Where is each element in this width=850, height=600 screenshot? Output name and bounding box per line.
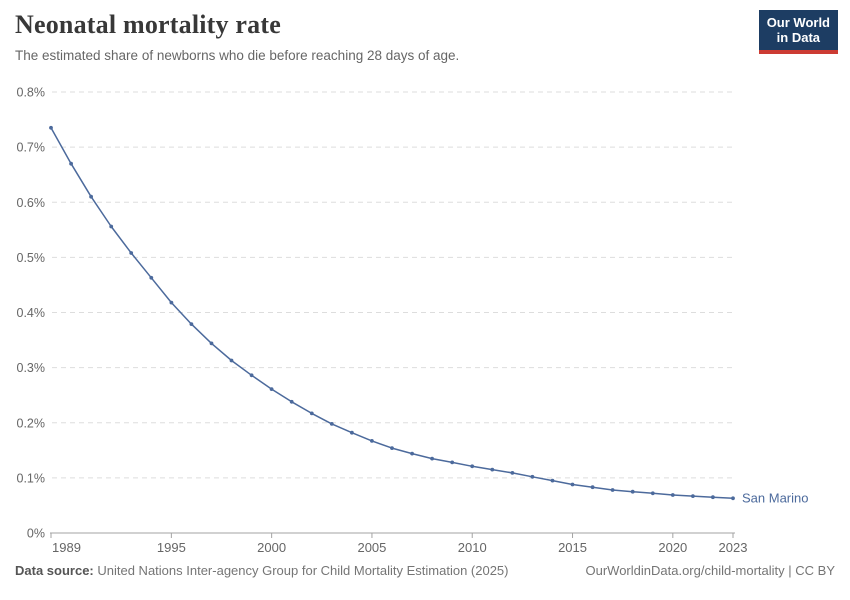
owid-logo-line2: in Data — [776, 30, 821, 46]
y-tick-label: 0.8% — [17, 86, 46, 100]
data-point-1989[interactable] — [49, 125, 53, 130]
owid-logo[interactable]: Our World in Data — [758, 10, 838, 54]
data-point-2003[interactable] — [329, 422, 334, 426]
data-point-2006[interactable] — [390, 446, 394, 450]
chart-canvas[interactable]: 0% 0.1% 0.2% 0.3% 0.4% 0.5% 0.6% 0.7% 0.8% 1989 19… — [0, 80, 850, 556]
data-point-2020[interactable] — [670, 493, 675, 497]
data-point-2015[interactable] — [570, 482, 575, 487]
y-tick-label: 0.6% — [17, 196, 46, 210]
data-point-2011[interactable] — [490, 467, 495, 472]
data-point-2010[interactable] — [470, 464, 475, 469]
data-point-2007[interactable] — [410, 451, 414, 456]
x-tick-label: 2005 — [357, 540, 386, 555]
x-tick-label: 2015 — [558, 540, 587, 555]
data-source: Data source: United Nations Inter-agency… — [15, 563, 509, 578]
data-point-1992[interactable] — [109, 224, 114, 229]
data-point-2001[interactable] — [289, 399, 294, 404]
data-point-2018[interactable] — [630, 489, 635, 494]
series-line[interactable] — [50, 127, 734, 500]
x-tick-label: 1995 — [157, 540, 186, 555]
x-tick-label: 1989 — [52, 540, 81, 555]
data-point-2021[interactable] — [691, 494, 695, 498]
x-tick-label: 2020 — [658, 540, 687, 555]
page-title: Neonatal mortality rate — [15, 10, 281, 39]
data-point-2017[interactable] — [610, 488, 615, 492]
data-point-2022[interactable] — [711, 495, 715, 500]
series-end-label[interactable]: San Marino — [742, 490, 808, 505]
data-point-2005[interactable] — [370, 439, 374, 443]
y-tick-label: 0.1% — [17, 471, 46, 485]
data-point-2023[interactable] — [731, 496, 735, 501]
data-point-2013[interactable] — [530, 474, 535, 479]
x-tick-label: 2010 — [458, 540, 487, 555]
data-point-2019[interactable] — [650, 491, 655, 496]
data-point-2014[interactable] — [550, 478, 555, 483]
line-chart-svg[interactable]: 0% 0.1% 0.2% 0.3% 0.4% 0.5% 0.6% 0.7% 0.8% 1989 19… — [0, 80, 850, 556]
data-point-2016[interactable] — [590, 485, 595, 490]
data-point-1996[interactable] — [189, 322, 194, 326]
y-tick-label: 0.3% — [17, 361, 46, 375]
chart-subtitle: The estimated share of newborns who die … — [15, 48, 460, 63]
x-tick-label: 2000 — [257, 540, 286, 555]
y-tick-label: 0.2% — [17, 416, 46, 430]
chart-header: Neonatal mortality rate The estimated sh… — [15, 10, 838, 63]
data-point-1998[interactable] — [229, 358, 234, 363]
data-point-1990[interactable] — [69, 161, 73, 166]
data-point-1995[interactable] — [169, 300, 174, 305]
data-point-1999[interactable] — [249, 373, 254, 378]
data-point-2004[interactable] — [350, 430, 354, 435]
data-point-2009[interactable] — [450, 460, 455, 465]
data-point-1993[interactable] — [129, 251, 134, 255]
y-tick-label: 0.5% — [17, 251, 46, 265]
data-point-2012[interactable] — [510, 471, 515, 475]
data-point-1991[interactable] — [89, 194, 93, 199]
data-point-2000[interactable] — [269, 387, 274, 391]
footer-link[interactable]: OurWorldinData.org/child-mortality | CC … — [585, 563, 836, 578]
y-tick-label: 0.4% — [17, 306, 46, 320]
y-tick-label: 0.7% — [17, 141, 46, 155]
data-point-2002[interactable] — [309, 411, 314, 416]
y-tick-label: 0% — [27, 527, 45, 541]
data-point-1997[interactable] — [209, 341, 214, 346]
x-tick-label: 2023 — [719, 540, 748, 555]
data-source-label: Data source: — [15, 563, 94, 578]
data-point-2008[interactable] — [430, 456, 434, 461]
owid-logo-line1: Our World — [766, 15, 830, 30]
data-point-1994[interactable] — [149, 275, 154, 280]
data-source-value: United Nations Inter-agency Group for Ch… — [93, 563, 509, 578]
chart-footer: Data source: United Nations Inter-agency… — [15, 563, 835, 578]
